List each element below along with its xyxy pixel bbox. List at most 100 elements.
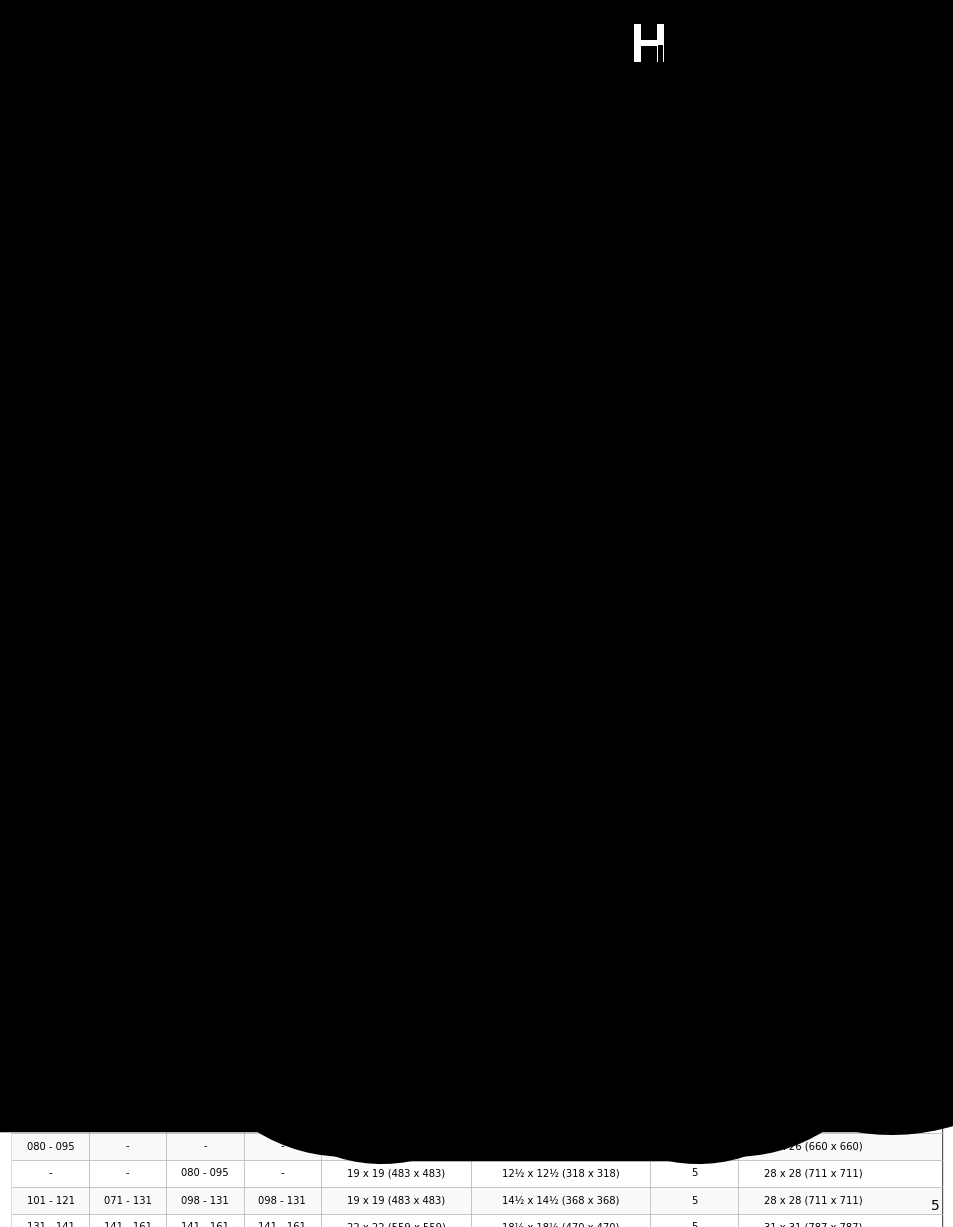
- Bar: [769, 696, 785, 699]
- Text: Outside Flange: Outside Flange: [768, 401, 858, 411]
- Bar: [880, 733, 890, 737]
- Bar: [756, 23, 776, 26]
- Bar: [624, 741, 630, 744]
- Text: 060 - 075: 060 - 075: [181, 1114, 229, 1124]
- Text: 28 x 28 (711 x 711): 28 x 28 (711 x 711): [763, 1168, 862, 1178]
- Bar: [394, 742, 409, 744]
- Bar: [692, 697, 703, 699]
- Bar: [793, 731, 795, 734]
- Text: Typical Installation: Typical Installation: [18, 12, 356, 43]
- Bar: [0, 772, 953, 1063]
- Bar: [900, 63, 909, 65]
- Bar: [82, 58, 84, 59]
- Bar: [611, 56, 618, 61]
- Bar: [145, 745, 151, 748]
- Bar: [127, 7, 145, 10]
- Bar: [12, 614, 941, 640]
- Bar: [283, 29, 294, 33]
- Bar: [822, 702, 829, 706]
- Bar: [7, 34, 16, 37]
- Bar: [729, 66, 738, 67]
- Bar: [83, 42, 91, 44]
- Bar: [639, 66, 651, 71]
- Bar: [914, 69, 923, 71]
- Bar: [501, 760, 504, 763]
- Bar: [145, 48, 151, 52]
- Bar: [787, 758, 795, 762]
- Bar: [820, 13, 822, 16]
- Text: 220 - 240: 220 - 240: [104, 622, 152, 632]
- Text: 180 - 200: 180 - 200: [181, 595, 229, 605]
- Text: 080 - 095: 080 - 095: [27, 1141, 74, 1151]
- Bar: [807, 44, 826, 48]
- Bar: [773, 707, 786, 710]
- Text: 1¼ inch
(32 mm): 1¼ inch (32 mm): [146, 207, 178, 227]
- Bar: [158, 15, 173, 17]
- Bar: [575, 54, 584, 56]
- Bar: [602, 736, 609, 739]
- Bar: [900, 760, 909, 762]
- Text: -: -: [280, 432, 284, 443]
- Text: 098 - 131: 098 - 131: [181, 1195, 229, 1205]
- Bar: [457, 23, 475, 28]
- Bar: [736, 56, 738, 60]
- Text: 180 - 200: 180 - 200: [104, 595, 152, 605]
- Bar: [537, 44, 539, 47]
- Bar: [245, 696, 255, 699]
- Bar: [430, 760, 450, 763]
- Bar: [237, 27, 252, 28]
- Text: Wood Deck Anchoring: Wood Deck Anchoring: [18, 747, 258, 766]
- Bar: [880, 36, 890, 40]
- Bar: [692, 0, 703, 1]
- Bar: [129, 694, 141, 699]
- Bar: [310, 709, 314, 714]
- Bar: [541, 763, 550, 764]
- Bar: [224, 703, 234, 707]
- Bar: [183, 745, 189, 747]
- Bar: [224, 6, 234, 10]
- Bar: [645, 56, 659, 59]
- Text: 101 - 121: 101 - 121: [27, 1195, 74, 1205]
- Bar: [429, 15, 437, 18]
- Bar: [199, 28, 208, 32]
- Bar: [951, 53, 953, 55]
- Bar: [103, 767, 116, 769]
- Text: 12½ x 12½ (318 x 318): 12½ x 12½ (318 x 318): [501, 459, 618, 470]
- Bar: [939, 37, 944, 39]
- Text: additional fasteners to satisfy.: additional fasteners to satisfy.: [718, 187, 846, 195]
- Bar: [524, 736, 541, 739]
- Bar: [517, 723, 523, 724]
- Bar: [172, 752, 191, 755]
- Bar: [25, 739, 42, 744]
- Bar: [926, 697, 933, 699]
- Bar: [837, 16, 840, 18]
- Text: 098 - 131: 098 - 131: [258, 514, 306, 524]
- Bar: [604, 21, 616, 25]
- Bar: [628, 34, 639, 38]
- Bar: [479, 0, 953, 75]
- Bar: [578, 71, 581, 75]
- Bar: [23, 5, 26, 10]
- Bar: [793, 34, 795, 37]
- Bar: [172, 55, 191, 58]
- Bar: [671, 5, 684, 6]
- Text: 141 - 161: 141 - 161: [104, 541, 152, 551]
- Bar: [270, 69, 280, 74]
- Bar: [853, 36, 864, 37]
- Bar: [31, 67, 41, 69]
- Bar: [793, 58, 799, 59]
- Bar: [874, 71, 894, 75]
- Bar: [126, 701, 140, 704]
- Bar: [135, 50, 148, 54]
- Bar: [532, 717, 542, 718]
- Text: H-GB
Size: H-GB Size: [112, 395, 142, 417]
- Bar: [508, 0, 512, 2]
- Text: Fan Curb Cap): Fan Curb Cap): [499, 809, 560, 818]
- Bar: [408, 694, 427, 699]
- Bar: [722, 768, 725, 771]
- Bar: [578, 750, 586, 751]
- Bar: [600, 724, 613, 726]
- Bar: [220, 766, 233, 768]
- Bar: [12, 1133, 941, 1160]
- Bar: [809, 54, 821, 56]
